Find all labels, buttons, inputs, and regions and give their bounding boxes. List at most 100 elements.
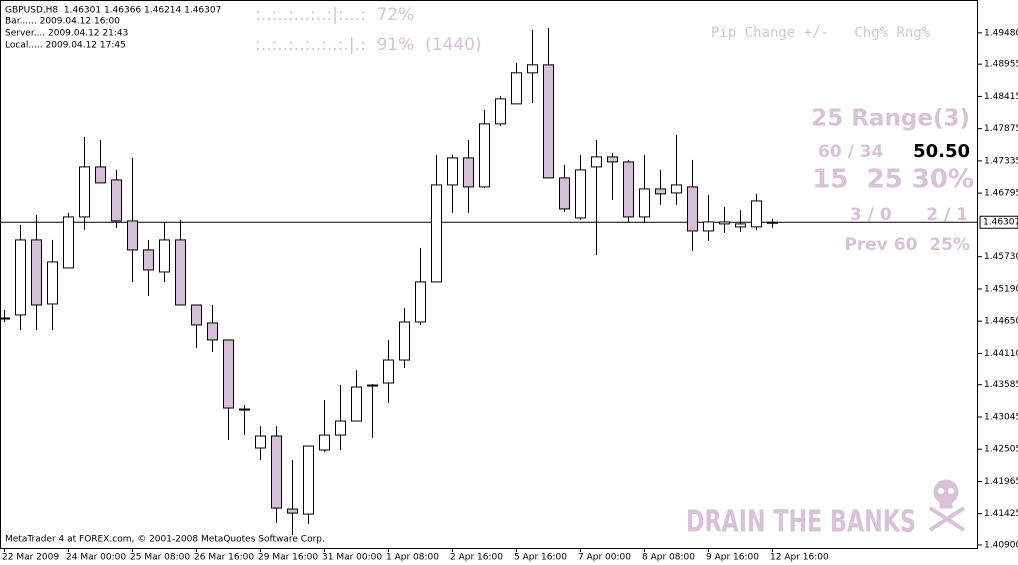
candle-body [127,220,138,251]
y-tick-label: 1.45190 [984,284,1018,294]
y-tick-label: 1.43585 [984,380,1018,390]
y-tick-label: 1.43045 [984,412,1018,422]
candle-body [271,435,282,509]
y-tick-label: 1.41965 [984,477,1018,487]
candle-body [63,216,74,269]
candle-body [367,384,378,387]
y-tick-label: 1.47875 [984,124,1018,134]
candle-body [175,239,186,306]
candle-body [479,123,490,188]
candle-body [255,435,266,449]
candle-body [223,339,234,409]
candle-body [639,188,650,218]
y-tick-label: 1.49480 [984,28,1018,38]
x-tick-label: 31 Mar 00:00 [322,553,382,563]
candle-body [671,184,682,194]
candle-body [191,304,202,326]
y-tick-label: 1.44650 [984,317,1018,327]
candle-body [415,281,426,323]
candle-body [431,184,442,283]
candle-body [159,239,170,273]
x-tick-label: 22 Mar 2009 [2,553,59,563]
x-tick-label: 5 Apr 16:00 [514,553,567,563]
current-price-label: 1.46307 [983,218,1018,228]
x-tick-label: 25 Mar 08:00 [130,553,190,563]
x-tick-label: 29 Mar 16:00 [258,553,318,563]
candle-body [79,166,90,218]
current-price-box [979,215,1018,229]
count: 2 / 1 [926,205,968,225]
prev-stats: Prev 60 25% [844,235,970,255]
candle-body [47,261,58,305]
y-tick-label: 1.48415 [984,92,1018,102]
info-line: Server.... 2009.04.12 21:43 [5,29,128,39]
x-tick-label: 1 Apr 08:00 [386,553,439,563]
x-tick-label: 9 Apr 16:00 [706,553,759,563]
candle-body [591,156,602,168]
y-tick-label: 1.47335 [984,156,1018,166]
y-tick-label: 1.44110 [984,349,1018,359]
x-tick-label: 26 Mar 16:00 [194,553,254,563]
pip-header: Pip Change +/- Chg% Rng% [711,25,931,41]
x-tick-label: 7 Apr 00:00 [578,553,631,563]
y-tick-label: 1.40900 [984,541,1018,551]
x-tick-label: 24 Mar 00:00 [66,553,126,563]
x-tick-label: 2 Apr 16:00 [450,553,503,563]
candle-body [447,157,458,186]
candle-body [575,169,586,219]
candle-body [383,359,394,384]
x-tick-label: 8 Apr 08:00 [642,553,695,563]
y-tick-label: 1.41425 [984,509,1018,519]
strength-meter: :..:..:..:..:..:.|.: 91% (1440) [255,35,482,55]
candle-body [511,72,522,105]
candle-body [623,161,634,218]
candle-body [95,166,106,184]
y-tick-label: 1.42505 [984,445,1018,455]
footer: MetaTrader 4 at FOREX.com, © 2001-2008 M… [5,535,325,545]
candle-body [543,64,554,179]
candle-body [351,386,362,422]
candle-body [399,321,410,361]
candle-body [319,434,330,451]
candle-body [495,98,506,125]
pips: 50.50 [913,141,970,162]
candle-body [751,200,762,228]
skull-icon [928,479,966,532]
candle-body [287,508,298,514]
candle-body [303,445,314,515]
candle-body [527,64,538,74]
candle-body [703,221,714,232]
candle-body [767,221,778,224]
candle-body [719,221,730,225]
candle-body [463,157,474,188]
candle-body [607,156,618,163]
candle-body [111,179,122,222]
candle-body [15,239,26,316]
stats: 15 25 30% [812,165,974,195]
y-tick-label: 1.45730 [984,252,1018,262]
candle-body [31,239,42,306]
ratio: 60 / 34 [818,142,884,162]
range-label: 25 Range(3) [811,106,970,132]
symbol-header: GBPUSD,H8 1.46301 1.46366 1.46214 1.4630… [5,6,221,16]
y-tick-label: 1.48955 [984,60,1018,70]
y-tick-label: 1.46795 [984,189,1018,199]
banner: DRAIN THE BANKS [686,505,916,540]
candle-body [687,186,698,232]
candle-body [239,408,250,411]
candle-body [335,420,346,436]
candle-body [0,317,10,320]
plot-frame [0,0,978,549]
candle-body [143,249,154,271]
info-line: Local..... 2009.04.12 17:45 [5,41,126,51]
candle-body [207,322,218,341]
strength-meter: :..:..:...:..:|:...: 72% [255,5,414,25]
x-tick-label: 12 Apr 16:00 [770,553,829,563]
count: 3 / 0 [850,205,892,225]
candle-body [559,177,570,210]
candle-body [735,223,746,228]
info-line: Bar...... 2009.04.12 16:00 [5,17,120,27]
candle-body [655,188,666,195]
